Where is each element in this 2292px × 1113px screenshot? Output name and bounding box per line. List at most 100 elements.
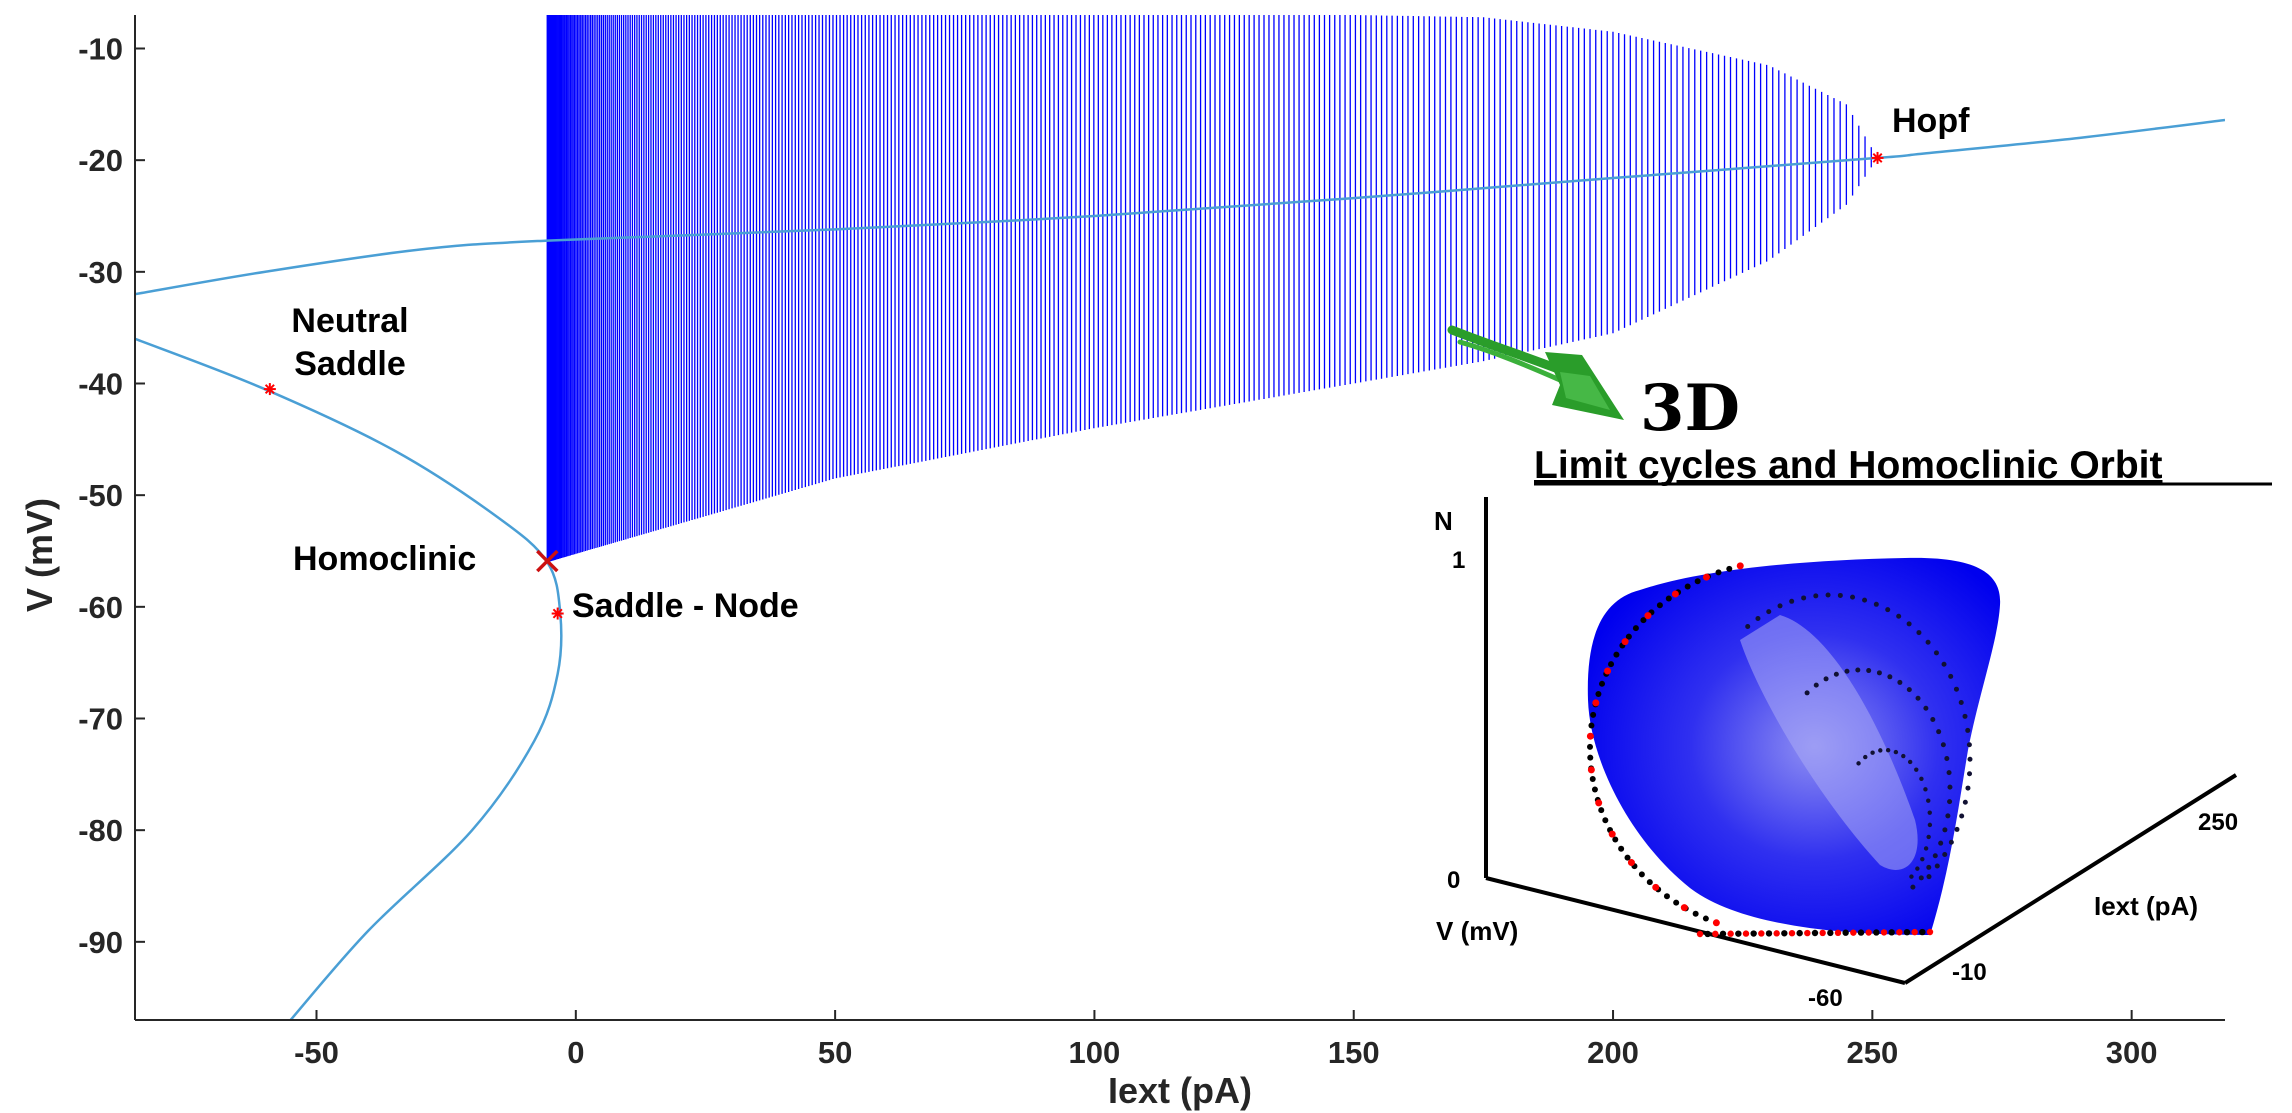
- inset-orbit-dot: [1909, 874, 1914, 879]
- inset-orbit-dot: [1914, 767, 1919, 772]
- y-axis-label: V (mV): [19, 498, 60, 612]
- x-tick-label: 300: [2106, 1035, 2158, 1070]
- inset-orbit-dot: [1595, 799, 1603, 807]
- inset-orbit-dot: [1612, 836, 1619, 843]
- inset-orbit-dot: [1885, 747, 1891, 753]
- inset-orbit-dot: [1811, 929, 1819, 937]
- y-tick-label: -30: [78, 255, 123, 290]
- inset-orbit-dot: [1618, 845, 1625, 852]
- axes: [134, 15, 2225, 1021]
- inset-orbit-dot: [1965, 785, 1971, 791]
- inset-v-label: V (mV): [1436, 916, 1518, 946]
- inset-orbit-dot: [1938, 840, 1944, 846]
- inset-orbit-dot: [1719, 930, 1727, 937]
- y-tick-label: -60: [78, 590, 123, 625]
- inset-orbit-dot: [1932, 853, 1938, 859]
- x-axis-label: Iext (pA): [1108, 1070, 1252, 1111]
- inset-orbit-dot: [1947, 784, 1953, 790]
- inset-orbit-dot: [1742, 930, 1750, 937]
- inset-orbit-dot: [1906, 687, 1912, 693]
- inset-orbit-dot: [1813, 593, 1819, 599]
- annotation-homoclinic: Homoclinic: [293, 540, 476, 578]
- inset-orbit-dot: [1819, 929, 1826, 937]
- inset-orbit-dot: [1745, 624, 1751, 630]
- x-tick-label: 250: [1846, 1035, 1898, 1070]
- inset-orbit-dot: [1959, 813, 1965, 819]
- inset-orbit-dot: [1586, 732, 1594, 740]
- inset-orbit-dot: [1644, 612, 1652, 620]
- bifurcation-point: [263, 383, 276, 396]
- inset-orbit-dot: [1773, 930, 1780, 937]
- inset-orbit-dot: [1880, 929, 1888, 936]
- inset-orbit-dot: [1640, 617, 1647, 624]
- inset-orbit-dot: [1933, 650, 1939, 656]
- inset-orbit-dot: [1727, 930, 1734, 937]
- inset-z-tick-0: 0: [1447, 867, 1460, 894]
- bifurcation-point: [536, 549, 559, 573]
- inset-orbit-dot: [1758, 930, 1765, 937]
- inset-orbit-dot: [1671, 590, 1679, 598]
- bifurcation-point: [551, 607, 564, 620]
- inset-orbit-dot: [1873, 601, 1879, 607]
- inset-orbit-dot: [1893, 749, 1899, 755]
- inset-orbit-dot: [1954, 826, 1960, 832]
- inset-orbit-dot: [1878, 748, 1883, 753]
- inset-orbit-dot: [1946, 770, 1952, 776]
- inset-orbit-dot: [1588, 722, 1595, 729]
- inset-orbit-dot: [1702, 573, 1710, 581]
- inset-i-tick-250: 250: [2198, 809, 2238, 836]
- inset-surface-shading: [1740, 615, 1918, 870]
- inset-orbit-dot: [1804, 690, 1810, 696]
- inset-orbit-dot: [1704, 930, 1711, 938]
- inset-orbit-dot: [1813, 682, 1819, 688]
- inset-i-label: Iext (pA): [2094, 891, 2198, 921]
- equilibrium-branch-1: [135, 337, 563, 1020]
- inset-title: Limit cycles and Homoclinic Orbit: [1534, 444, 2162, 487]
- inset-orbit-dot: [1942, 827, 1948, 833]
- inset-orbit-dot: [1638, 871, 1645, 878]
- inset-orbit-dot: [1595, 691, 1602, 698]
- inset-orbit-dot: [1837, 592, 1843, 598]
- annotation-hopf: Hopf: [1892, 102, 1970, 140]
- inset-orbit-dot: [1873, 929, 1880, 936]
- inset-v-axis: [1485, 876, 1906, 985]
- inset-orbit-dot: [1866, 668, 1872, 674]
- inset-orbit-dot: [1885, 607, 1891, 613]
- inset-orbit-dot: [1702, 915, 1709, 922]
- inset-orbit-dot: [1684, 583, 1691, 590]
- x-tick-label: 200: [1587, 1035, 1639, 1070]
- green-arrow-icon: [1447, 325, 1624, 420]
- inset-orbit-dot: [1804, 929, 1811, 937]
- inset-orbit-dot: [1918, 875, 1924, 881]
- inset-orbit-dot: [1927, 822, 1933, 828]
- y-tick-label: -20: [78, 143, 123, 178]
- annotation-saddle-node: Saddle - Node: [572, 587, 799, 625]
- bifurcation-points: [263, 151, 1884, 620]
- inset-orbit-dot: [1736, 562, 1744, 570]
- inset-orbit-dot: [1750, 930, 1757, 937]
- inset-orbit-dot: [1923, 705, 1929, 711]
- inset-orbit-dot: [1589, 775, 1596, 782]
- inset-orbit-dot: [1948, 839, 1954, 845]
- limit-cycle-envelope: [546, 15, 1872, 563]
- annotation-neutral-saddle-line2: Saddle: [294, 345, 405, 383]
- y-tick-label: -80: [78, 813, 123, 848]
- inset-orbit-dot: [1627, 859, 1635, 867]
- inset-orbit-dot: [1694, 578, 1701, 585]
- inset-orbit-dot: [1942, 852, 1948, 858]
- inset-orbit-dot: [1940, 742, 1946, 748]
- equilibrium-branch-2: [135, 118, 2225, 296]
- inset-orbit-dot: [1887, 674, 1893, 680]
- y-tick-label: -10: [78, 32, 123, 67]
- inset-orbit-dot: [1844, 668, 1850, 674]
- inset-orbit-dot: [1907, 759, 1913, 765]
- inset-orbit-dot: [1613, 651, 1620, 658]
- inset-orbit-dot: [1726, 565, 1733, 572]
- x-tick-label: -50: [294, 1035, 339, 1070]
- inset-i-axis: [1903, 773, 2238, 985]
- inset-orbit-dot: [1801, 595, 1807, 601]
- inset-orbit-dot: [1789, 598, 1795, 604]
- inset-orbit-dot: [1608, 661, 1615, 668]
- inset-orbit-dot: [1656, 602, 1663, 609]
